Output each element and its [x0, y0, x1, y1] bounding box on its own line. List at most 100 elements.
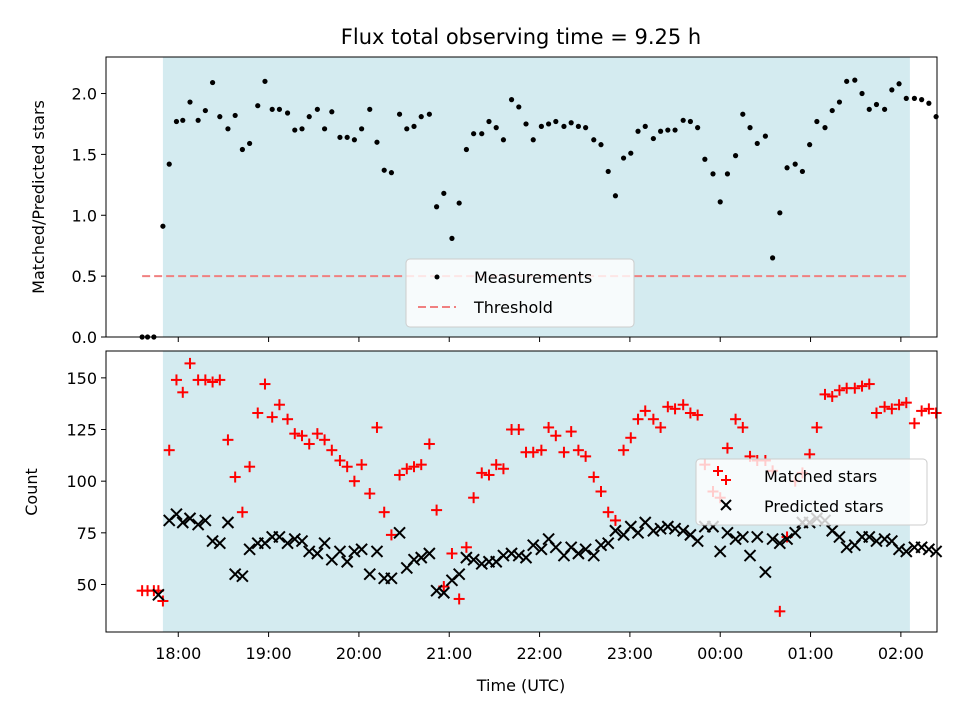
bottom-y-tick-label: 100 [66, 472, 97, 491]
predicted-star-point [415, 551, 428, 564]
bottom-legend: Matched stars Predicted stars [695, 458, 928, 526]
predicted-star-point [505, 547, 518, 560]
matched-star-point [550, 430, 562, 442]
measurement-point [441, 190, 447, 196]
measurement-point [396, 111, 403, 117]
measurement-point [232, 112, 238, 119]
measurement-point [762, 133, 768, 139]
matched-star-point [669, 403, 681, 415]
measurement-point [852, 77, 858, 83]
legend-predicted-label: Predicted stars [764, 497, 884, 516]
predicted-star-point [729, 532, 742, 546]
bottom-y-tick-label: 75 [77, 524, 97, 543]
matched-star-point [856, 380, 868, 392]
measurement-point [493, 125, 499, 131]
top-y-ticks: 0.0 0.5 1.0 1.5 2.0 [72, 85, 106, 347]
matched-star-point [632, 413, 644, 425]
measurement-point [896, 81, 902, 87]
measurement-point [635, 128, 641, 134]
matched-star-point [849, 382, 861, 394]
matched-star-point [930, 407, 942, 419]
predicted-star-point [236, 570, 249, 583]
predicted-star-point [437, 586, 451, 599]
matched-star-point [236, 506, 248, 518]
predicted-star-point [221, 516, 235, 529]
matched-star-point [431, 504, 443, 516]
top-y-tick-label: 0.0 [72, 328, 97, 347]
matched-star-point [446, 547, 458, 559]
matched-star-point [721, 442, 733, 454]
measurement-point [672, 127, 678, 133]
predicted-star-point [743, 549, 757, 562]
matched-star-point [415, 459, 427, 471]
measurement-point [247, 140, 253, 147]
measurement-point [508, 97, 515, 103]
measurement-point [321, 126, 328, 132]
bottom-x-ticks: 18:00 19:00 20:00 21:00 22:00 23:00 00:00 01:00… [155, 632, 924, 663]
measurement-point [225, 126, 231, 132]
matched-star-point [900, 397, 912, 409]
bottom-x-tick-label: 21:00 [426, 644, 472, 663]
measurement-point [449, 235, 455, 241]
predicted-star-point [452, 567, 466, 581]
predicted-star-point [609, 524, 622, 537]
measurement-point [284, 110, 291, 116]
predicted-star-point [654, 522, 667, 535]
matched-star-point [662, 401, 674, 413]
matched-star-point [401, 463, 413, 475]
matched-star-point [296, 430, 308, 442]
measurement-point [568, 120, 574, 126]
bottom-y-tick-label: 50 [77, 575, 97, 594]
measurement-point [337, 134, 343, 140]
matched-star-point [677, 399, 689, 411]
matched-star-point [273, 399, 285, 411]
legend-measurements-label: Measurements [474, 268, 592, 287]
matched-star-point [826, 390, 838, 402]
measurement-point [306, 114, 312, 120]
measurement-point [187, 99, 193, 105]
predicted-star-point [206, 534, 219, 548]
measurement-point [605, 168, 611, 175]
measurement-point [269, 106, 275, 112]
matched-star-point [222, 434, 234, 446]
bottom-x-tick-label: 01:00 [787, 644, 833, 663]
predicted-star-point [863, 530, 876, 544]
measurement-point [367, 106, 373, 112]
matched-star-point [580, 450, 592, 462]
predicted-star-point [929, 545, 943, 558]
matched-star-point [423, 438, 435, 450]
matched-star-point [737, 421, 749, 433]
measurement-point [411, 123, 417, 129]
measurement-point [471, 131, 477, 137]
top-y-tick-label: 2.0 [72, 85, 97, 104]
predicted-star-point [631, 526, 645, 540]
top-legend-box [405, 258, 635, 328]
measurement-point [866, 106, 872, 112]
matched-star-point [326, 444, 338, 456]
measurement-point [479, 131, 485, 137]
predicted-star-point [587, 549, 600, 562]
matched-star-point [356, 459, 368, 471]
matched-star-point [647, 413, 659, 425]
predicted-star-point [340, 555, 354, 568]
predicted-star-point [519, 551, 533, 564]
chart-title: Flux total observing time = 9.25 h [341, 25, 701, 49]
matched-star-point [618, 444, 630, 456]
predicted-star-point [295, 534, 309, 548]
measurement-point [620, 155, 627, 161]
measurement-point [426, 111, 432, 117]
predicted-star-point [243, 543, 256, 556]
measurement-point [732, 153, 739, 159]
measurement-point [561, 123, 567, 129]
measurement-point [911, 95, 918, 101]
measurement-point [166, 161, 172, 167]
predicted-star-point [311, 547, 324, 560]
measurement-point [553, 118, 559, 125]
bottom-x-tick-label: 23:00 [607, 644, 653, 663]
measurement-point [889, 87, 895, 93]
measurement-point [650, 135, 656, 142]
predicted-star-point [385, 572, 398, 585]
matched-star-point [811, 421, 823, 433]
measurement-point [919, 97, 925, 103]
matched-star-point [490, 459, 502, 471]
